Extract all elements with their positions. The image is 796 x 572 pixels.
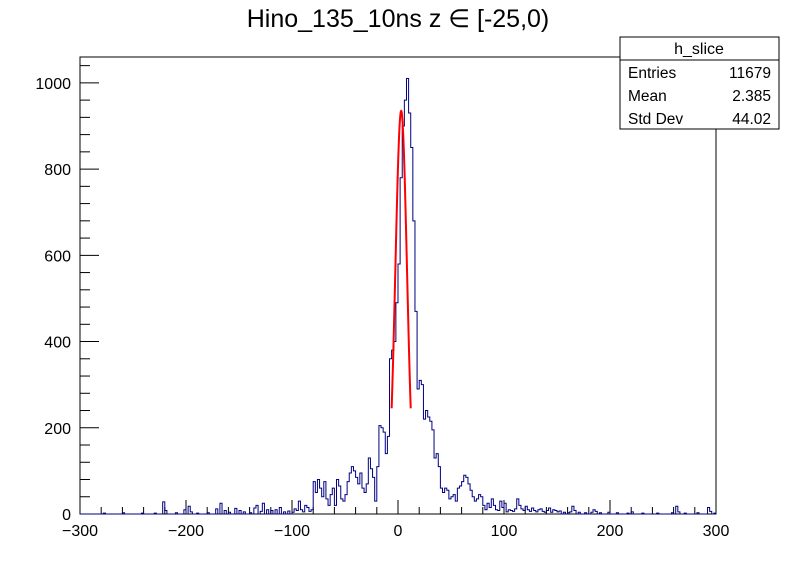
stats-entries-label: Entries [628, 65, 676, 82]
stats-mean-label: Mean [628, 88, 667, 105]
stats-stddev-value: 44.02 [732, 111, 771, 128]
y-tick-label: 600 [44, 248, 71, 265]
gaussian-fit-curve [390, 109, 412, 409]
y-tick-label: 800 [44, 162, 71, 179]
x-axis: −300 −200 −100 0 100 200 300 [62, 500, 729, 540]
chart-title: Hino_135_10ns z ∈ [-25,0) [247, 5, 550, 33]
stats-box: h_slice Entries 11679 Mean 2.385 Std Dev… [619, 36, 780, 130]
x-tick-label: 0 [394, 523, 403, 540]
stats-box-title: h_slice [674, 41, 724, 58]
x-tick-label: −100 [274, 523, 310, 540]
stats-stddev-label: Std Dev [628, 111, 683, 128]
stats-entries-value: 11679 [729, 65, 771, 82]
x-tick-label: −300 [62, 523, 98, 540]
y-tick-label: 400 [44, 335, 71, 352]
stats-box-frame [619, 36, 780, 130]
x-tick-label: 100 [491, 523, 518, 540]
x-tick-label: 300 [703, 523, 730, 540]
y-tick-label: 1000 [35, 76, 71, 93]
histogram-layer [80, 78, 717, 515]
x-tick-label: 200 [597, 523, 624, 540]
stats-mean-value: 2.385 [732, 88, 771, 105]
histogram-series [80, 78, 717, 515]
x-tick-label: −200 [168, 523, 204, 540]
y-tick-label: 200 [44, 421, 71, 438]
gaussian-fit-layer [390, 109, 412, 409]
y-tick-label: 0 [62, 507, 71, 524]
